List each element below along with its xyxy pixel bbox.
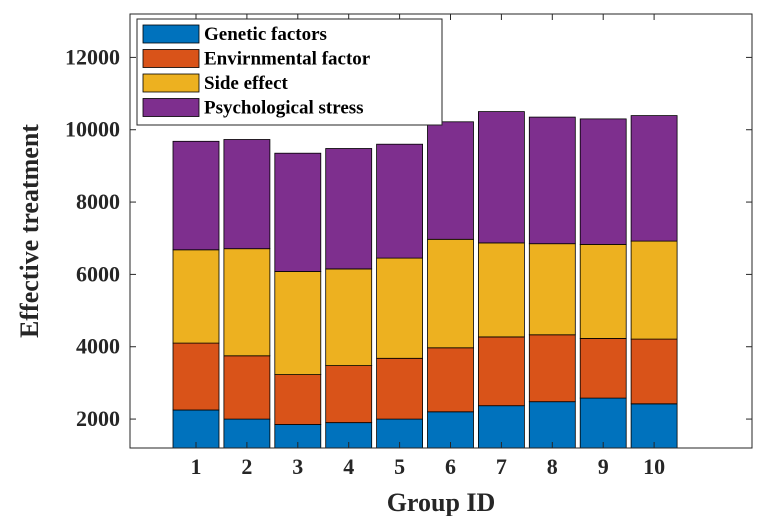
x-tick-label: 5 bbox=[394, 454, 405, 479]
bar-segment-3-group-2 bbox=[223, 248, 271, 357]
bar-segment-4-group-5 bbox=[376, 143, 424, 259]
x-tick-label: 10 bbox=[643, 454, 665, 479]
y-tick-label: 4000 bbox=[76, 334, 120, 359]
y-axis-label: Effective treatment bbox=[15, 124, 44, 338]
bar-segment-3-group-4 bbox=[325, 268, 373, 366]
legend: Genetic factors Envirnmental factor Side e… bbox=[136, 18, 443, 126]
bar-segment-3-group-9 bbox=[579, 243, 627, 339]
bar-segment-3-group-1 bbox=[172, 249, 220, 344]
bar-segment-3-group-3 bbox=[274, 271, 322, 375]
x-tick-label: 3 bbox=[292, 454, 303, 479]
legend-label-4: Psychological stress bbox=[204, 98, 364, 119]
bars-group bbox=[172, 111, 678, 449]
y-tick-label: 10000 bbox=[65, 117, 120, 142]
legend-label-2: Envirnmental factor bbox=[204, 49, 371, 70]
bar-segment-2-group-1 bbox=[172, 342, 220, 411]
y-tick-label: 12000 bbox=[65, 44, 120, 69]
legend-label-1: Genetic factors bbox=[204, 24, 327, 45]
bar-segment-4-group-9 bbox=[579, 118, 627, 245]
bar-segment-2-group-6 bbox=[427, 347, 474, 413]
y-tick-label: 8000 bbox=[76, 189, 120, 214]
legend-label-3: Side effect bbox=[204, 73, 289, 94]
y-tick-label: 6000 bbox=[76, 261, 120, 286]
bar-segment-1-group-1 bbox=[172, 409, 220, 449]
bar-segment-4-group-1 bbox=[172, 140, 220, 251]
legend-swatch-3 bbox=[142, 73, 200, 93]
bar-segment-3-group-5 bbox=[376, 257, 424, 359]
bar-segment-4-group-10 bbox=[630, 115, 678, 242]
bar-segment-4-group-3 bbox=[274, 152, 322, 272]
y-axis-ticks: 2000 4000 6000 8000 10000 12000 bbox=[65, 44, 752, 431]
bar-segment-1-group-7 bbox=[477, 405, 525, 449]
bar-segment-2-group-7 bbox=[477, 336, 525, 407]
bar-segment-4-group-4 bbox=[325, 148, 373, 270]
x-axis-label: Group ID bbox=[387, 488, 496, 516]
bar-segment-3-group-8 bbox=[528, 243, 576, 336]
x-tick-label: 1 bbox=[191, 454, 202, 479]
bar-segment-3-group-10 bbox=[630, 240, 678, 340]
bar-segment-2-group-3 bbox=[274, 374, 322, 425]
bar-segment-2-group-8 bbox=[528, 334, 576, 403]
bar-segment-4-group-6 bbox=[427, 121, 474, 240]
legend-swatch-4 bbox=[142, 98, 200, 117]
x-tick-label: 7 bbox=[496, 454, 507, 479]
bar-segment-2-group-9 bbox=[579, 337, 627, 399]
x-axis-ticks: 1 2 3 4 5 6 7 8 9 10 bbox=[191, 14, 665, 479]
y-tick-label: 2000 bbox=[76, 406, 120, 431]
bar-segment-2-group-10 bbox=[630, 338, 678, 405]
x-tick-label: 4 bbox=[343, 454, 354, 479]
bar-segment-1-group-8 bbox=[528, 401, 576, 449]
bar-segment-2-group-4 bbox=[325, 365, 373, 423]
bar-segment-4-group-8 bbox=[528, 116, 576, 245]
legend-swatch-2 bbox=[142, 49, 200, 68]
bar-segment-4-group-7 bbox=[477, 111, 525, 244]
legend-swatch-1 bbox=[142, 24, 200, 44]
bar-segment-3-group-6 bbox=[427, 238, 474, 349]
bar-segment-2-group-5 bbox=[376, 357, 424, 420]
bar-segment-1-group-9 bbox=[579, 397, 627, 449]
x-tick-label: 9 bbox=[598, 454, 609, 479]
x-tick-label: 2 bbox=[241, 454, 252, 479]
plot-frame bbox=[129, 13, 753, 449]
bar-segment-1-group-10 bbox=[630, 403, 678, 449]
bar-segment-4-group-2 bbox=[223, 139, 271, 250]
x-tick-label: 6 bbox=[445, 454, 456, 479]
bar-segment-3-group-7 bbox=[477, 242, 525, 338]
x-tick-label: 8 bbox=[547, 454, 558, 479]
bar-segment-2-group-2 bbox=[223, 355, 271, 420]
